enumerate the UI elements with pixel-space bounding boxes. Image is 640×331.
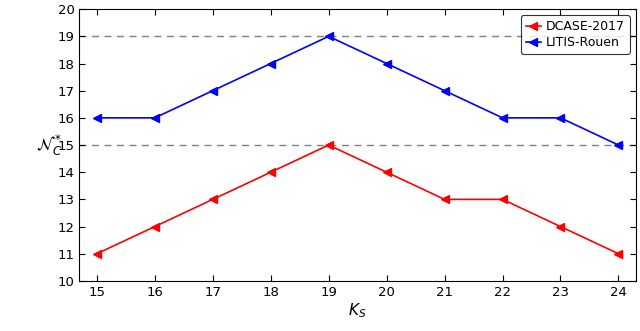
DCASE-2017 (93, 252, 100, 256)
Legend: DCASE-2017, LITIS-Rouen: DCASE-2017, LITIS-Rouen (520, 16, 630, 54)
LITIS-Rouen (151, 116, 159, 120)
DCASE-2017 (557, 224, 564, 228)
LITIS-Rouen (383, 62, 390, 66)
LITIS-Rouen (557, 116, 564, 120)
LITIS-Rouen (614, 143, 622, 147)
DCASE-2017 (151, 224, 159, 228)
Line: DCASE-2017: DCASE-2017 (93, 141, 623, 258)
Line: LITIS-Rouen: LITIS-Rouen (93, 32, 623, 149)
LITIS-Rouen (441, 89, 449, 93)
DCASE-2017 (383, 170, 390, 174)
DCASE-2017 (614, 252, 622, 256)
DCASE-2017 (499, 197, 506, 201)
DCASE-2017 (325, 143, 333, 147)
LITIS-Rouen (93, 116, 100, 120)
Y-axis label: $\mathcal{N}_C^*$: $\mathcal{N}_C^*$ (36, 132, 62, 158)
DCASE-2017 (209, 197, 216, 201)
LITIS-Rouen (267, 62, 275, 66)
LITIS-Rouen (209, 89, 216, 93)
X-axis label: $K_S$: $K_S$ (348, 302, 367, 320)
LITIS-Rouen (325, 34, 333, 38)
DCASE-2017 (441, 197, 449, 201)
DCASE-2017 (267, 170, 275, 174)
LITIS-Rouen (499, 116, 506, 120)
